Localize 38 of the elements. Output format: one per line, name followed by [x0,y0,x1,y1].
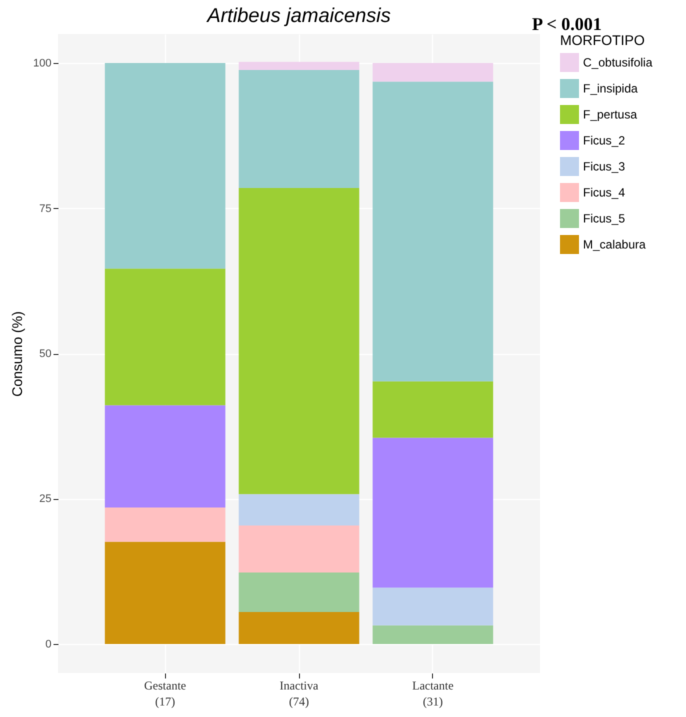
y-tick-label: 25 [39,493,52,506]
bar [104,507,226,542]
legend-label: Ficus_4 [583,186,626,200]
legend-label: Ficus_3 [583,160,626,174]
bar [238,525,360,573]
bar [238,70,360,188]
bar [104,63,226,269]
chart-title: Artibeus jamaicensis [206,5,391,27]
legend-label: Ficus_2 [583,134,626,148]
x-tick-label: Lactante (31) [412,678,454,708]
bar [372,82,494,382]
y-tick-label: 0 [45,638,52,650]
x-tick-label: Inactiva (74) [280,678,319,708]
y-axis-title: Consumo (%) [9,311,26,397]
legend-label: M_calabura [583,238,646,252]
bar [238,62,360,70]
text: P < 0.001 [532,14,602,35]
bar [238,188,360,494]
bar [104,542,226,644]
bar [372,438,494,588]
legend-title: MORFOTIPO [560,32,645,48]
legend-label: F_insipida [583,82,638,96]
bar [104,268,226,406]
legend-label: Ficus_5 [583,212,626,226]
y-tick-label: 50 [39,348,52,360]
bar [238,494,360,526]
bar [238,572,360,612]
legend-label: F_pertusa [583,108,638,122]
y-tick-label: 75 [39,202,52,215]
bar [238,612,360,644]
bar [372,588,494,626]
y-tick-label: 100 [33,58,52,70]
bar [372,381,494,438]
legend-label: C_obtusifolia [583,56,653,70]
bar [372,625,494,644]
bar [104,405,226,508]
bar [372,63,494,82]
x-tick-label: Gestante (17) [144,678,186,708]
